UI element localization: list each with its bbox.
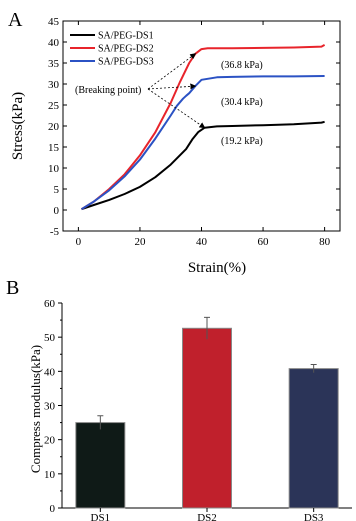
y-tick-label: 5 (54, 184, 60, 196)
y-tick-label: 25 (48, 100, 60, 112)
y-tick-label: 40 (48, 37, 60, 49)
x-tick-label: DS2 (197, 512, 217, 521)
panel-b-letter: B (6, 277, 19, 299)
x-tick-label: DS1 (91, 512, 111, 521)
y-tick-label: 10 (48, 163, 60, 175)
y-tick-label: 10 (44, 469, 56, 481)
bar-chart-x-ticks: DS1 DS2 DS3 (91, 508, 324, 521)
y-tick-label: -5 (50, 226, 60, 238)
bar-chart-y-axis-label: Compress modulus(kPa) (28, 345, 43, 473)
line-chart-legend: SA/PEG-DS1 SA/PEG-DS2 SA/PEG-DS3 (70, 31, 154, 68)
line-chart-stress-strain: -5 0 5 10 15 20 25 30 35 40 45 0 20 40 60 80 (36.8 kPa… (10, 16, 341, 276)
legend-label-1: SA/PEG-DS1 (98, 31, 154, 42)
bar-DS2 (182, 327, 232, 509)
y-tick-label: 60 (44, 298, 56, 310)
line-chart-x-axis-label: Strain(%) (188, 260, 246, 276)
legend-label-2: SA/PEG-DS2 (98, 44, 154, 55)
annotation-arrow (147, 83, 197, 90)
annotation-value-label: (19.2 kPa) (221, 136, 263, 147)
series-line-1 (81, 120, 325, 211)
series-line-2 (80, 44, 326, 211)
y-tick-label: 50 (44, 332, 56, 344)
y-tick-label: 0 (50, 503, 56, 515)
x-tick-label: 40 (196, 236, 208, 248)
y-tick-label: 20 (44, 435, 56, 447)
bar-chart-y-ticks: 0 10 20 30 40 50 60 (44, 298, 62, 515)
y-tick-label: 35 (48, 58, 60, 70)
annotation-value-label: (30.4 kPa) (221, 97, 263, 108)
x-tick-label: 80 (319, 236, 331, 248)
panel-a-letter: A (8, 9, 23, 31)
line-chart-y-axis-label: Stress(kPa) (10, 92, 26, 160)
y-tick-label: 30 (44, 401, 56, 413)
series-line-3 (80, 75, 325, 211)
y-tick-label: 0 (54, 205, 60, 217)
legend-label-3: SA/PEG-DS3 (98, 57, 154, 68)
x-tick-label: 0 (76, 236, 82, 248)
x-tick-label: 60 (258, 236, 270, 248)
annotation-arrow (147, 88, 206, 129)
line-chart-annotations: (36.8 kPa) (30.4 kPa) (19.2 kPa) (Breaking … (75, 53, 263, 147)
y-tick-label: 20 (48, 121, 60, 133)
y-tick-label: 30 (48, 79, 60, 91)
y-tick-label: 15 (48, 142, 60, 154)
line-chart-x-ticks: 0 20 40 60 80 (76, 21, 331, 248)
bar-chart-compress-modulus: 0 10 20 30 40 50 60 DS1 DS2 DS3 Compress modulus… (28, 298, 352, 521)
bar-DS1 (75, 422, 126, 509)
bar-chart-bars (75, 316, 339, 509)
annotation-arrow (147, 53, 197, 90)
y-tick-label: 40 (44, 366, 56, 378)
x-tick-label: DS3 (304, 512, 324, 521)
annotation-value-label: (36.8 kPa) (221, 60, 263, 71)
bar-DS3 (288, 368, 339, 509)
x-tick-label: 20 (134, 236, 146, 248)
y-tick-label: 45 (48, 16, 60, 28)
line-chart-series (80, 44, 326, 211)
line-chart-y-ticks: -5 0 5 10 15 20 25 30 35 40 45 (48, 16, 340, 238)
annotation-breaking-point-label: (Breaking point) (75, 85, 141, 96)
